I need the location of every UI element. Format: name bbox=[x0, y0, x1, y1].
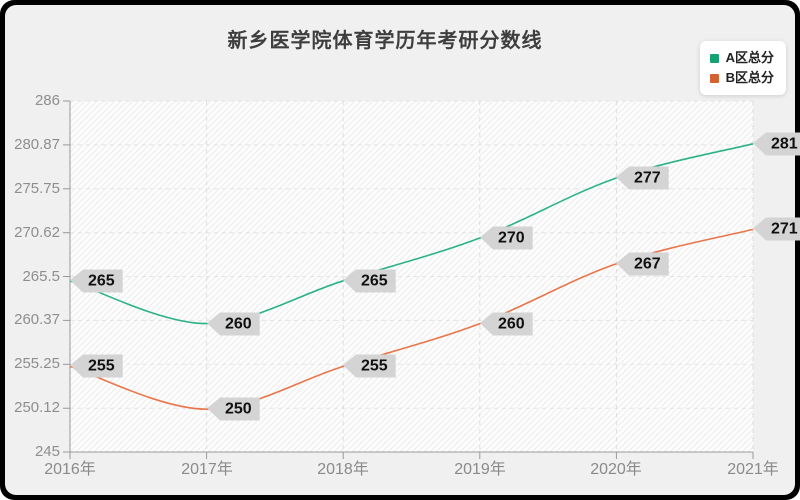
legend-label: A区总分 bbox=[725, 50, 774, 65]
plot-hatch bbox=[70, 101, 753, 452]
legend-label: B区总分 bbox=[725, 70, 774, 85]
legend[interactable]: A区总分 B区总分 bbox=[699, 41, 786, 95]
legend-marker-icon bbox=[709, 73, 719, 83]
legend-item-b[interactable]: B区总分 bbox=[709, 68, 774, 88]
legend-marker-icon bbox=[709, 53, 719, 63]
legend-item-a[interactable]: A区总分 bbox=[709, 48, 774, 68]
chart-title: 新乡医学院体育学历年考研分数线 bbox=[227, 30, 543, 52]
